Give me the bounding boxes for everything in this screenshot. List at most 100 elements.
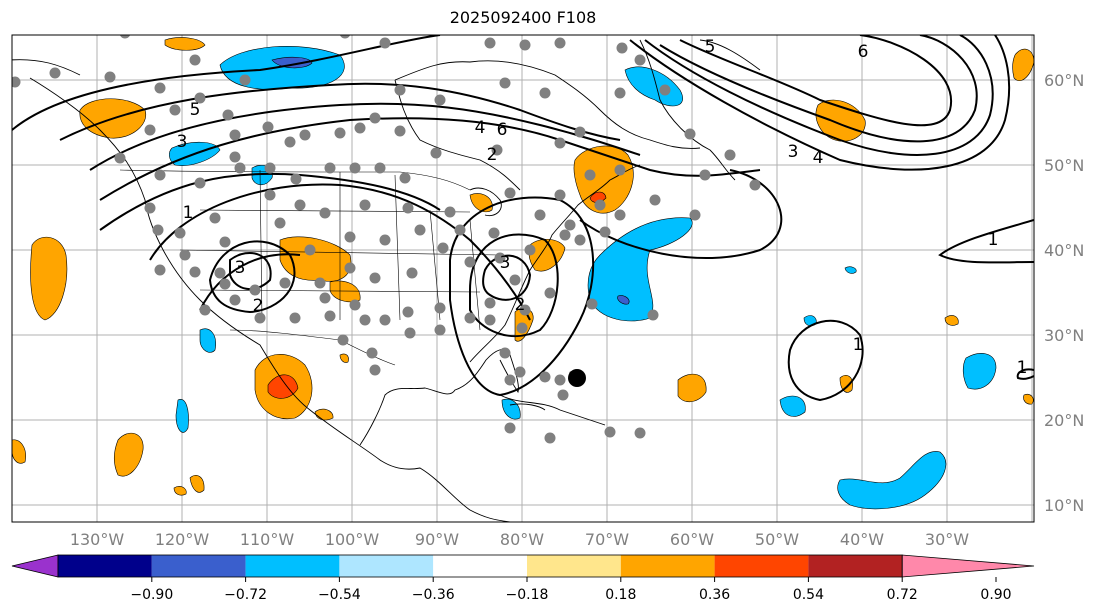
colorbar-tick-label: 0.54: [793, 587, 824, 603]
lon-label: 30°W: [925, 530, 969, 549]
station-dot: [394, 84, 406, 96]
station-dot: [234, 162, 246, 174]
station-dot: [229, 294, 241, 306]
contour-label: 4: [475, 118, 486, 138]
station-dot: [524, 244, 536, 256]
neg-anomaly-patch: [844, 266, 857, 274]
pos-anomaly-patch: [839, 375, 853, 393]
pos-anomaly-patch: [12, 439, 26, 464]
station-dot: [444, 206, 456, 218]
station-dot: [264, 189, 276, 201]
station-dot: [169, 104, 181, 116]
station-dot: [454, 224, 466, 236]
station-dot: [222, 109, 234, 121]
lon-label: 110°W: [240, 530, 295, 549]
pos-anomaly-patch: [30, 236, 68, 321]
borders: [119, 169, 501, 366]
station-dot: [406, 267, 418, 279]
station-dot: [369, 112, 381, 124]
lon-label: 80°W: [500, 530, 544, 549]
colorbar-segment: [245, 555, 340, 577]
colorbar-tick-label: −0.54: [318, 587, 361, 603]
station-dot: [564, 219, 576, 231]
pos-anomaly-patch: [113, 432, 144, 477]
station-dot: [264, 162, 276, 174]
station-dot: [519, 304, 531, 316]
neg-anomaly-patch: [779, 395, 806, 417]
station-dot: [594, 199, 606, 211]
lat-label: 10°N: [1044, 496, 1084, 515]
station-dot: [414, 224, 426, 236]
pos-anomaly-patch: [279, 236, 352, 282]
station-dot: [274, 217, 286, 229]
station-dot: [189, 54, 201, 66]
station-dot: [519, 39, 531, 51]
station-dot: [209, 212, 221, 224]
colorbar-segment: [339, 555, 434, 577]
station-dot: [504, 374, 516, 386]
station-dot: [491, 144, 503, 156]
height-contours: [12, 35, 1034, 402]
station-dot: [344, 231, 356, 243]
station-dot: [229, 129, 241, 141]
station-dot: [614, 209, 626, 221]
colorbar-tick-label: −0.90: [130, 587, 173, 603]
station-dot: [379, 234, 391, 246]
contour-label: 5: [705, 37, 716, 57]
station-dot: [484, 314, 496, 326]
station-dot: [402, 202, 414, 214]
station-dot: [614, 164, 626, 176]
lon-label: 90°W: [415, 530, 459, 549]
station-dot: [144, 124, 156, 136]
station-dot: [399, 172, 411, 184]
station-dot: [314, 277, 326, 289]
colorbar-tick-label: 0.36: [699, 587, 730, 603]
contour-label: 6: [858, 42, 869, 62]
station-dot: [324, 162, 336, 174]
station-dot: [114, 152, 126, 164]
pos-anomaly-patch: [469, 193, 493, 213]
station-dot: [354, 122, 366, 134]
contour-label: 3: [177, 132, 188, 152]
lon-label: 120°W: [155, 530, 210, 549]
contour-label: 2: [515, 295, 526, 315]
station-dot: [464, 312, 476, 324]
neg-anomaly-patch: [624, 66, 683, 107]
station-dot: [504, 422, 516, 434]
contour-label: 4: [813, 148, 824, 168]
station-dot: [586, 298, 598, 310]
colorbar-tick-label: −0.36: [412, 587, 455, 603]
station-dot: [504, 187, 516, 199]
map-frame: [11, 34, 1035, 523]
station-dot: [366, 347, 378, 359]
station-dot: [194, 177, 206, 189]
lon-label: 70°W: [585, 530, 629, 549]
station-dot: [152, 224, 164, 236]
station-dot: [514, 366, 526, 378]
station-dot: [484, 37, 496, 49]
station-dot: [194, 92, 206, 104]
station-dot: [229, 151, 241, 163]
station-dot: [379, 314, 391, 326]
station-dot: [349, 162, 361, 174]
station-dot: [554, 137, 566, 149]
station-dot: [254, 312, 266, 324]
storm-center-marker: [568, 369, 586, 387]
colorbar-segment: [151, 555, 246, 577]
station-dot: [189, 266, 201, 278]
latitude-labels: 60°N 50°N 40°N 30°N 20°N 10°N: [1044, 71, 1084, 515]
station-dot: [604, 426, 616, 438]
station-dot: [599, 226, 611, 238]
station-dot: [219, 278, 231, 290]
station-dot: [584, 169, 596, 181]
colorbar-tick-label: −0.18: [506, 587, 549, 603]
station-dot: [534, 209, 546, 221]
station-dot: [319, 292, 331, 304]
station-dot: [554, 189, 566, 201]
station-dot: [494, 252, 506, 264]
colorbar: −0.90 −0.72 −0.54 −0.36 −0.18 0.18 0.36 0.54 0.7…: [11, 554, 1035, 603]
station-dot: [214, 267, 226, 279]
station-dot: [334, 127, 346, 139]
station-dot: [369, 272, 381, 284]
colorbar-tick-label: 0.90: [980, 587, 1011, 603]
